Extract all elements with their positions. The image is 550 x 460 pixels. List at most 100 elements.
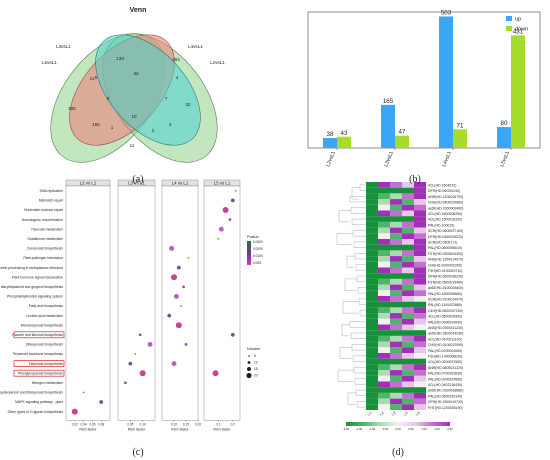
heatmap-cell bbox=[366, 290, 378, 296]
heatmap-cell bbox=[390, 250, 402, 257]
bar-value-label: 47 bbox=[399, 129, 406, 136]
pathway-label: Homologous recombination bbox=[22, 218, 63, 222]
heatmap-color-scale bbox=[346, 422, 450, 426]
bar-up bbox=[497, 127, 511, 148]
heatmap-cell bbox=[402, 244, 414, 251]
heatmap-cell bbox=[402, 199, 414, 205]
facet-label: L3 vs L1 bbox=[128, 181, 145, 186]
pvalue-legend-tick: 0.0100 bbox=[253, 254, 263, 258]
venn-count: 32 bbox=[133, 71, 139, 76]
heatmap-cell bbox=[390, 267, 402, 274]
venn-count: 394 bbox=[172, 57, 180, 62]
heatmap-row-label: DFR(HD.1500019720) bbox=[428, 400, 463, 404]
x-tick-label: 0.08 bbox=[98, 422, 104, 426]
bar-value-label: 503 bbox=[441, 9, 452, 16]
heatmap: 4CL(HD.1504222)DFR(HD.06G00240) ANR(HD.12… bbox=[336, 182, 463, 431]
dendrogram-branch bbox=[351, 187, 360, 200]
heatmap-row-label: PAL(HD.0700003630) bbox=[428, 372, 462, 376]
heatmap-scale-tick: -2.00 bbox=[343, 427, 350, 431]
pvalue-legend-tick: 0.0200 bbox=[253, 247, 263, 251]
heatmap-cell bbox=[402, 307, 414, 314]
pathway-label: Phosphatidylinositol signaling system bbox=[7, 295, 63, 299]
enrichment-point bbox=[175, 322, 182, 329]
heatmap-cell bbox=[366, 375, 378, 382]
heatmap-row-label: DFR(HD.0400026220) bbox=[428, 235, 463, 239]
highlight-box bbox=[13, 369, 65, 377]
enrichment-point bbox=[169, 245, 175, 251]
heatmap-row-label: PAL(HD.0500035140) bbox=[428, 394, 462, 398]
bar-value-label: 165 bbox=[383, 98, 394, 105]
enrichment-point bbox=[180, 305, 182, 307]
heatmap-scale-tick: 0.50 bbox=[408, 427, 414, 431]
heatmap-cell bbox=[402, 227, 414, 234]
heatmap-cell bbox=[402, 210, 414, 217]
heatmap-row-label: 4CL(HD.1500008250) bbox=[428, 212, 462, 216]
heatmap-cell bbox=[378, 244, 390, 251]
dendrogram-branch bbox=[354, 253, 366, 260]
enrichment-point bbox=[138, 333, 142, 337]
pvalue-legend-tick: 0.0400 bbox=[253, 240, 263, 244]
heatmap-row-label: 4CL(HD.0200037060) bbox=[428, 360, 462, 364]
heatmap-row-label: CHS(HD.0100022090) bbox=[428, 343, 463, 347]
heatmap-row-label: CHI(HD.0200002260) bbox=[428, 263, 462, 267]
x-tick-label: 0.20 bbox=[195, 422, 201, 426]
heatmap-cell bbox=[366, 250, 378, 257]
heatmap-cell bbox=[366, 381, 378, 388]
heatmap-cell bbox=[390, 370, 402, 376]
heatmap-cell bbox=[390, 210, 402, 217]
heatmap-cell bbox=[414, 273, 426, 279]
number-legend-dot bbox=[247, 367, 251, 371]
heatmap-cell bbox=[414, 387, 426, 393]
heatmap-row-label: DFR(HD.0600036230) bbox=[428, 275, 463, 279]
heatmap-cell bbox=[402, 216, 414, 222]
dendrogram-branch bbox=[353, 241, 366, 248]
heatmap-cell bbox=[366, 313, 378, 319]
heatmap-cell bbox=[414, 221, 426, 228]
heatmap-cell bbox=[414, 404, 426, 410]
dendrogram-branch bbox=[349, 321, 366, 328]
bar-chart: L2vsL1 L3vsL1 L4vsL1 L5vsL1 38 43 165 47 503 71 8… bbox=[307, 9, 541, 168]
pathway-label: DNA replication bbox=[40, 189, 63, 193]
heatmap-row-label: 4CL(HD.1504222) bbox=[428, 184, 456, 188]
heatmap-cell bbox=[378, 296, 390, 302]
heatmap-cell bbox=[414, 347, 426, 353]
venn-panel: Venn L3vsL1 L4vsL1 L5vsL1 L2vsL1 11 133 … bbox=[0, 0, 272, 170]
venn-count: 5 bbox=[95, 75, 98, 80]
pathway-label: Nitrogen metabolism bbox=[32, 381, 63, 385]
heatmap-cell bbox=[402, 278, 414, 285]
dendrogram-branch bbox=[341, 324, 350, 337]
dendrogram-branch bbox=[351, 218, 366, 225]
heatmap-scale-tick: 0.00 bbox=[395, 427, 401, 431]
heatmap-row-label: 4CL(HD.0500029590) bbox=[428, 315, 462, 319]
heatmap-cell bbox=[414, 324, 426, 331]
heatmap-cell bbox=[402, 273, 414, 279]
enrichment-point bbox=[218, 226, 224, 232]
facet-frame bbox=[117, 185, 156, 421]
number-legend-tick: 5 bbox=[254, 354, 256, 358]
heatmap-cell bbox=[378, 307, 390, 314]
venn-count: 32 bbox=[185, 102, 191, 107]
heatmap-cell bbox=[414, 353, 426, 359]
heatmap-scale-tick: 1.00 bbox=[421, 427, 427, 431]
facet-label: L2 vs L1 bbox=[80, 181, 97, 186]
heatmap-cell bbox=[390, 353, 402, 359]
heatmap-cell bbox=[366, 278, 378, 285]
enrichment-point bbox=[134, 353, 137, 355]
number-legend-dot bbox=[247, 361, 251, 364]
number-legend-dot bbox=[246, 372, 252, 379]
legend-label-up: up bbox=[515, 17, 521, 23]
facet-frame bbox=[203, 185, 241, 421]
heatmap-cell bbox=[366, 404, 378, 410]
dendrogram-branch bbox=[347, 392, 356, 405]
pvalue-colorbar bbox=[247, 241, 251, 265]
number-legend-tick: 10 bbox=[254, 361, 258, 365]
heatmap-cell bbox=[378, 358, 390, 365]
heatmap-scale-tick: -0.50 bbox=[382, 427, 389, 431]
heatmap-cell bbox=[414, 244, 426, 251]
heatmap-row-label: PAL(HD.0200004060) bbox=[428, 349, 462, 353]
enrichment-point bbox=[167, 313, 172, 318]
heatmap-cell bbox=[378, 267, 390, 274]
heatmap-cell bbox=[366, 227, 378, 234]
pathway-label: Stilbenoid, diarylheptanoid and gingerol… bbox=[0, 285, 63, 289]
heatmap-cell bbox=[402, 261, 414, 268]
